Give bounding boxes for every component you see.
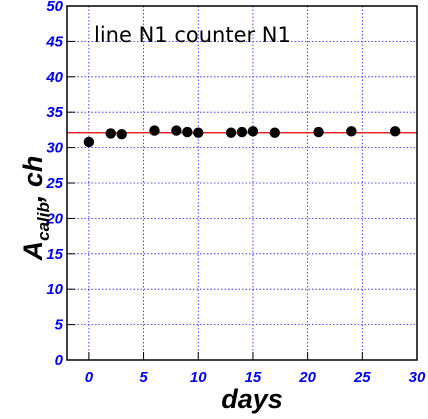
data-point bbox=[83, 136, 95, 148]
data-point bbox=[346, 126, 357, 137]
x-tick-label: 25 bbox=[353, 369, 371, 386]
y-axis-label-tail: , ch bbox=[18, 156, 48, 204]
y-axis-label-main: A bbox=[18, 241, 48, 262]
y-axis-label: Acalib, ch bbox=[18, 156, 53, 262]
data-points bbox=[83, 125, 401, 148]
y-tick-label: 25 bbox=[45, 175, 63, 192]
y-tick-labels: 0 5 10 15 20 25 30 35 40 45 50 bbox=[45, 0, 75, 369]
data-point bbox=[105, 128, 116, 139]
y-tick-label: 0 bbox=[55, 352, 64, 369]
y-tick-label: 10 bbox=[46, 281, 63, 298]
x-tick-label: 5 bbox=[139, 369, 148, 386]
data-point bbox=[389, 126, 401, 137]
y-tick-label: 15 bbox=[46, 246, 63, 263]
grid bbox=[67, 5, 418, 361]
x-tick-label: 15 bbox=[245, 369, 262, 386]
data-point bbox=[116, 128, 127, 140]
data-point bbox=[269, 127, 281, 138]
y-tick-label: 20 bbox=[45, 210, 63, 227]
y-tick-label: 30 bbox=[46, 140, 63, 157]
data-point bbox=[193, 127, 204, 138]
chart-annotation: line N1 counter N1 bbox=[94, 23, 291, 47]
y-tick-label: 45 bbox=[45, 33, 63, 50]
x-tick-labels: 0 5 10 15 20 25 30 bbox=[85, 352, 426, 386]
y-tick-label: 35 bbox=[46, 104, 63, 121]
data-point bbox=[247, 126, 259, 137]
data-point bbox=[171, 125, 182, 136]
x-axis-label: days bbox=[221, 384, 283, 414]
data-point bbox=[313, 126, 324, 138]
data-point bbox=[236, 126, 248, 138]
y-tick-label: 5 bbox=[55, 317, 64, 334]
x-tick-label: 20 bbox=[298, 369, 316, 386]
x-tick-label: 30 bbox=[409, 369, 426, 386]
y-axis-label-sub: calib bbox=[34, 202, 53, 241]
data-point bbox=[225, 127, 237, 138]
data-point bbox=[182, 126, 193, 138]
x-tick-label: 10 bbox=[190, 369, 207, 386]
data-point bbox=[149, 125, 160, 136]
y-tick-label: 50 bbox=[46, 0, 63, 15]
x-tick-label: 0 bbox=[85, 369, 94, 386]
y-tick-label: 40 bbox=[45, 69, 63, 86]
